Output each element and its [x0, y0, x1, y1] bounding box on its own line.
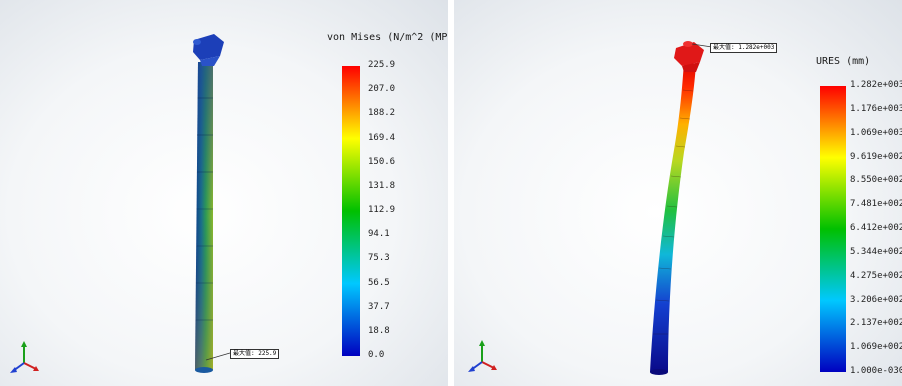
color-legend-bar — [342, 66, 360, 356]
legend-tick-label: 2.137e+002 — [850, 318, 902, 329]
model-view-left[interactable] — [0, 0, 448, 386]
legend-tick-label: 0.0 — [368, 350, 385, 360]
legend-tick-label: 6.412e+002 — [850, 223, 902, 233]
legend-tick-label: 1.282e+003 — [850, 80, 902, 90]
pole-model — [650, 41, 704, 375]
legend-tick-label: 7.481e+002 — [850, 199, 902, 210]
probe-leader-left — [205, 352, 231, 361]
legend-tick-label: 207.0 — [368, 84, 396, 95]
legend-tick-label: 1.069e+002 — [850, 342, 902, 353]
legend-tick-label: 8.550e+002 — [850, 175, 902, 186]
legend-tick-label: 5.344e+002 — [850, 246, 902, 257]
max-value-probe: 最大值: 225.9 — [230, 349, 280, 359]
panel-divider — [448, 0, 454, 386]
model-view-right[interactable] — [454, 0, 902, 386]
axis-triad-right — [468, 340, 497, 372]
legend-tick-label: 3.206e+002 — [850, 294, 902, 305]
legend-tick-label: 56.5 — [368, 277, 390, 288]
legend-tick-label: 169.4 — [368, 132, 396, 143]
legend-tick-label: 188.2 — [368, 108, 396, 119]
legend-tick-label: 112.9 — [368, 205, 396, 215]
max-value-probe: 最大值: 1.282e+003 — [710, 43, 778, 53]
legend-tick-label: 150.6 — [368, 156, 396, 167]
legend-tick-label: 225.9 — [368, 60, 396, 70]
legend-tick-label: 1.069e+003 — [850, 127, 902, 138]
legend-tick-label: 37.7 — [368, 301, 390, 312]
displacement-panel: 最大值: 1.282e+003 URES (mm) 1.282e+003 1.17… — [454, 0, 902, 386]
von-mises-panel: 最大值: 225.9 von Mises (N/m^2 (MPa)) 225.9… — [0, 0, 448, 386]
legend-tick-label: 18.8 — [368, 325, 390, 336]
legend-title: von Mises (N/m^2 (MPa)) — [327, 32, 448, 43]
legend-tick-label: 9.619e+002 — [850, 151, 902, 162]
legend-tick-label: 131.8 — [368, 180, 396, 191]
legend-tick-label: 75.3 — [368, 253, 390, 264]
pole-model — [193, 34, 224, 373]
probe-leader-right — [691, 43, 713, 48]
legend-tick-label: 1.176e+003 — [850, 103, 902, 114]
color-legend-bar — [820, 86, 846, 372]
axis-triad-left — [10, 341, 39, 373]
legend-tick-label: 94.1 — [368, 229, 390, 240]
legend-tick-label: 4.275e+002 — [850, 270, 902, 281]
legend-tick-label: 1.000e-030 — [850, 366, 902, 376]
legend-title: URES (mm) — [816, 56, 871, 67]
